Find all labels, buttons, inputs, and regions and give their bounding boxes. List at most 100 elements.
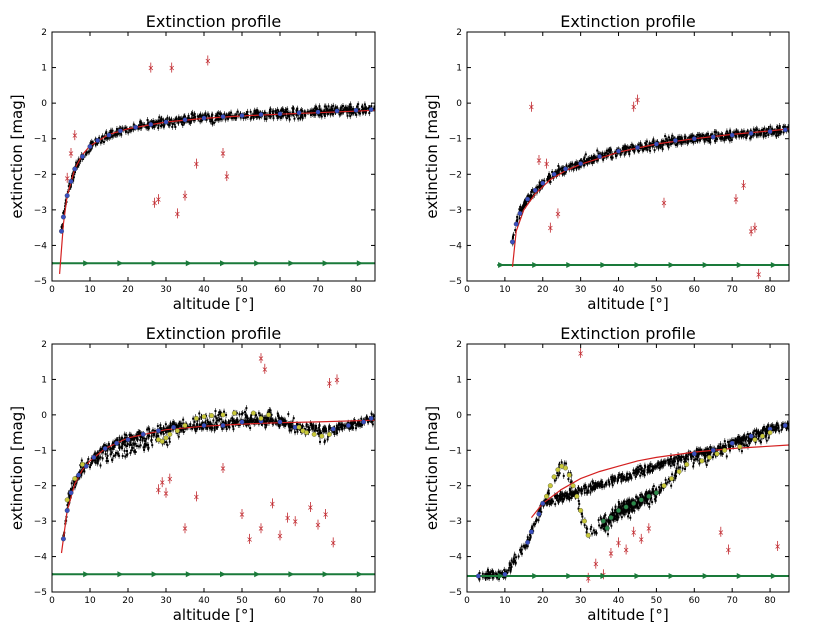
data-point (292, 417, 295, 420)
outlier-point: × (258, 354, 265, 363)
data-point (633, 150, 636, 153)
data-point (756, 134, 759, 137)
binned-point (171, 424, 177, 430)
binned-point (68, 490, 74, 496)
data-point (583, 160, 586, 163)
data-point (208, 115, 211, 118)
binned-point (345, 423, 351, 428)
data-point (596, 159, 599, 162)
data-point (349, 110, 352, 113)
outlier-point: × (634, 96, 641, 105)
data-point (131, 446, 134, 449)
data-point (642, 148, 645, 151)
data-point (199, 120, 202, 123)
data-point (141, 439, 144, 442)
data-point (319, 440, 322, 443)
data-point (317, 433, 320, 436)
binned-point (729, 132, 735, 138)
data-point (664, 135, 667, 138)
data-point (362, 107, 365, 110)
data-point (129, 437, 132, 440)
x-tick-label: 10 (499, 285, 511, 295)
data-point (370, 419, 373, 422)
data-point (284, 109, 287, 112)
outlier-point: × (155, 485, 162, 494)
data-point (626, 146, 629, 149)
data-point (690, 140, 693, 143)
data-point (235, 412, 238, 415)
data-point (307, 111, 310, 114)
binned-point (64, 497, 70, 503)
data-point (692, 141, 695, 144)
data-point (226, 116, 229, 119)
data-point (237, 423, 240, 426)
reference-marker (220, 571, 226, 578)
data-point (341, 428, 344, 431)
binned-point (540, 180, 546, 186)
data-point (551, 170, 554, 173)
data-point (630, 143, 633, 146)
data-point (282, 114, 285, 117)
data-point (139, 435, 142, 438)
data-point (293, 117, 296, 120)
binned-point (319, 433, 325, 439)
outlier-point: × (258, 524, 265, 533)
reference-marker (770, 261, 777, 268)
binned-point (201, 423, 207, 428)
data-point (782, 125, 785, 128)
binned-point (60, 536, 66, 542)
data-point (104, 137, 107, 140)
data-point (236, 110, 239, 113)
data-point (744, 132, 747, 135)
data-point (276, 114, 279, 117)
data-point (115, 451, 118, 454)
data-point (121, 127, 124, 130)
data-point (270, 413, 273, 416)
data-point (147, 127, 150, 130)
data-point (215, 417, 218, 420)
binned-point (64, 193, 70, 199)
data-point (364, 106, 367, 109)
data-point (701, 134, 704, 137)
data-point (323, 439, 326, 442)
data-point (573, 166, 576, 169)
data-point (125, 445, 128, 448)
data-point (115, 128, 118, 131)
binned-point (72, 166, 78, 172)
data-point (187, 114, 190, 117)
data-point (705, 136, 708, 139)
data-point (571, 163, 574, 166)
data-point (88, 466, 91, 469)
binned-point (163, 119, 169, 125)
data-point (338, 113, 341, 116)
data-point (200, 427, 203, 430)
data-point (269, 419, 272, 422)
data-point (177, 116, 180, 119)
data-point (116, 439, 119, 442)
data-point (106, 454, 109, 457)
data-point (614, 151, 617, 154)
data-point (283, 418, 286, 421)
data-point (196, 115, 199, 118)
binned-point (653, 141, 659, 147)
data-point (522, 204, 525, 207)
data-point (519, 205, 522, 208)
y-axis-label: extinction [mag] (423, 94, 441, 218)
x-tick-label: 80 (764, 285, 776, 295)
data-point (364, 111, 367, 114)
data-point (619, 151, 622, 154)
data-point (649, 149, 652, 152)
data-point (101, 135, 104, 138)
data-point (680, 142, 683, 145)
data-point (166, 116, 169, 119)
data-point (104, 453, 107, 456)
data-point (180, 121, 183, 124)
data-point (529, 195, 532, 198)
data-point (318, 114, 321, 117)
reference-marker (83, 571, 90, 578)
data-point (651, 145, 654, 148)
data-point (105, 445, 108, 448)
data-point (117, 452, 120, 455)
data-point (265, 417, 268, 420)
